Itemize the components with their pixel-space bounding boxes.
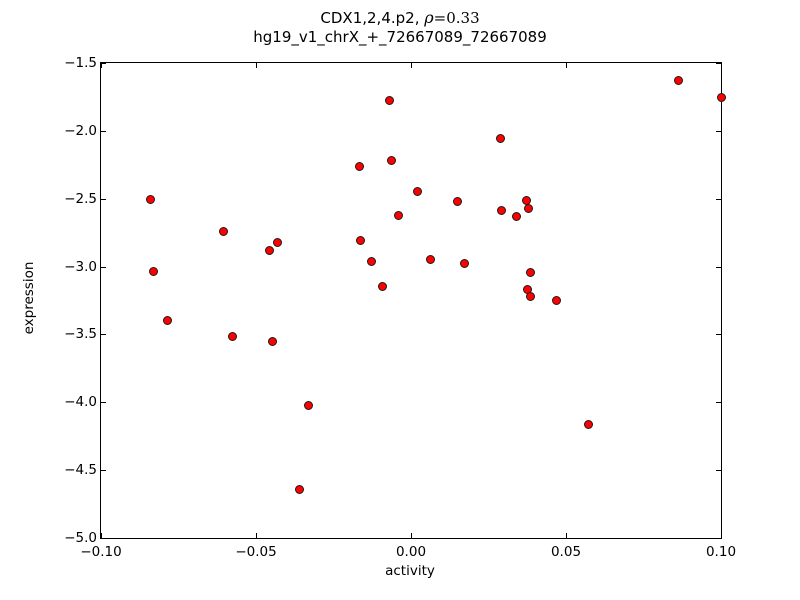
x-tick-top-3: [566, 63, 567, 68]
data-point: [716, 92, 726, 102]
x-tick-top-1: [256, 63, 257, 68]
data-point: [163, 316, 173, 326]
data-point: [303, 400, 313, 410]
data-point: [525, 291, 535, 301]
data-point: [511, 211, 521, 221]
data-point: [377, 282, 387, 292]
x-tick-top-4: [721, 63, 722, 68]
chart-title-line-2: hg19_v1_chrX_+_72667089_72667089: [253, 27, 547, 46]
data-point: [583, 419, 593, 429]
data-point: [294, 484, 304, 494]
data-point: [385, 95, 395, 105]
x-tick-top-0: [101, 63, 102, 68]
x-axis-label: activity: [385, 563, 435, 579]
y-tick-label-2: −2.5: [64, 190, 97, 207]
data-point: [355, 162, 365, 172]
data-point: [425, 254, 435, 264]
data-point: [496, 133, 506, 143]
rho-value: =0.33: [433, 9, 480, 27]
data-point: [228, 331, 238, 341]
data-point: [453, 196, 462, 206]
y-tick-right-7: [716, 538, 721, 539]
data-point: [146, 194, 156, 204]
y-tick-4: [101, 334, 106, 336]
data-point: [356, 235, 366, 245]
chart-title-line-1: CDX1,2,4.p2, ρ=0.33: [0, 8, 800, 28]
data-point: [523, 204, 533, 214]
y-tick-3: [101, 266, 106, 268]
y-tick-6: [101, 470, 106, 472]
chart-title: CDX1,2,4.p2, ρ=0.33 hg19_v1_chrX_+_72667…: [0, 8, 800, 46]
y-tick-label-0: −1.5: [64, 55, 97, 71]
x-tick-label-1: −0.05: [235, 544, 277, 560]
data-point: [218, 226, 228, 236]
data-point: [552, 296, 562, 305]
y-tick-label-6: −4.5: [64, 462, 97, 479]
y-tick-label-7: −5.0: [64, 530, 97, 546]
y-tick-right-6: [716, 470, 721, 472]
y-tick-label-1: −2.0: [64, 122, 97, 139]
data-point: [459, 258, 469, 268]
data-point: [387, 155, 397, 165]
data-point: [272, 237, 282, 247]
data-point: [394, 210, 404, 220]
x-tick-2: [411, 533, 412, 538]
y-axis-label: expression: [21, 261, 37, 335]
x-tick-1: [256, 533, 257, 538]
x-tick-3: [566, 533, 567, 538]
x-tick-label-3: 0.05: [550, 544, 582, 560]
y-tick-right-5: [716, 402, 721, 404]
y-tick-label-3: −3.0: [64, 258, 97, 275]
x-tick-label-4: 0.10: [705, 544, 737, 560]
data-point: [366, 257, 376, 267]
y-tick-right-3: [716, 266, 721, 268]
x-tick-label-2: 0.00: [395, 544, 427, 560]
data-point: [149, 266, 159, 276]
data-point: [265, 246, 275, 256]
x-tick-top-2: [411, 63, 412, 68]
y-tick-1: [101, 130, 106, 132]
x-tick-4: [721, 533, 722, 538]
data-point: [673, 76, 683, 86]
data-point: [267, 336, 277, 346]
data-point: [525, 267, 535, 277]
chart-title-motif: CDX1,2,4.p2,: [320, 9, 425, 27]
rho-symbol: ρ: [424, 8, 434, 27]
plot-axes: −0.10 −0.05 0.00 0.05 0.10 −1.5 −2.0 −2.5 −3.0 −3…: [64, 55, 736, 560]
x-tick-0: [101, 533, 102, 538]
y-tick-7: [101, 538, 106, 539]
y-tick-right-4: [716, 334, 721, 336]
data-point: [497, 206, 507, 216]
x-tick-label-0: −0.10: [80, 544, 122, 560]
y-tick-right-2: [716, 198, 721, 200]
y-tick-5: [101, 402, 106, 404]
y-tick-2: [101, 198, 106, 200]
y-tick-label-5: −4.0: [64, 394, 97, 411]
y-tick-right-0: [716, 63, 721, 64]
y-tick-0: [101, 63, 106, 64]
ylabel-container: expression: [21, 62, 39, 537]
y-tick-right-1: [716, 130, 721, 132]
data-plot-area: [101, 63, 726, 538]
y-tick-label-4: −3.5: [64, 326, 97, 343]
data-point: [413, 187, 423, 197]
